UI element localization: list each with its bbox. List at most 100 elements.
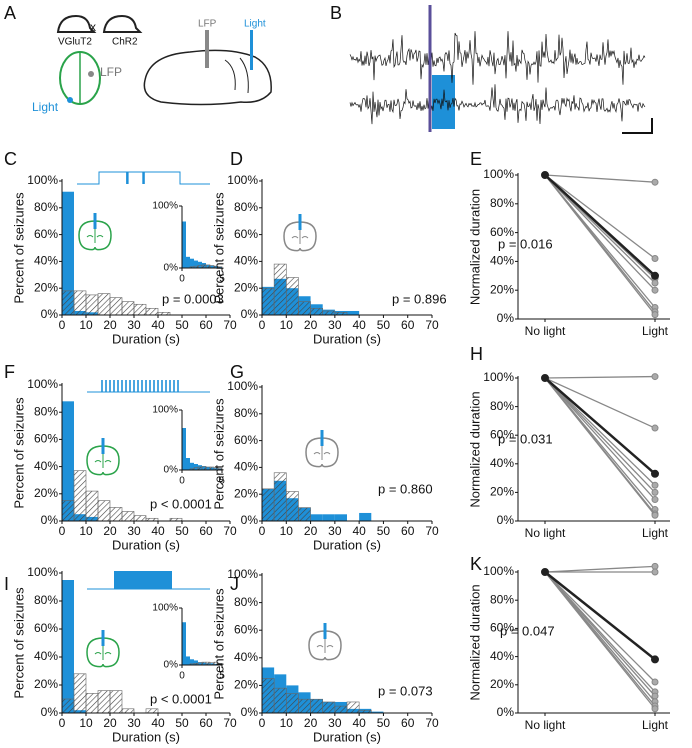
x-tick-label: 0	[59, 716, 66, 730]
y-axis-title: Percent of seizures	[211, 588, 226, 700]
stimulus-block	[114, 571, 172, 589]
bar	[186, 656, 190, 665]
x-tick-label: 20	[103, 318, 117, 332]
subject-point	[651, 481, 659, 489]
x-tick-label: 30	[328, 318, 342, 332]
y-tick-label: 0%	[164, 660, 179, 671]
x-tick-label: Light	[642, 718, 669, 732]
x-tick-label: 0	[179, 476, 185, 487]
y-tick-label: 0%	[164, 263, 179, 274]
x-tick-label: 20	[304, 524, 318, 538]
y-tick-label: 40%	[34, 649, 58, 663]
x-tick-label: 5	[219, 274, 225, 285]
x-tick-label: Light	[642, 324, 669, 338]
x-tick-label: 70	[425, 524, 439, 538]
lfp-label: LFP	[198, 19, 217, 30]
y-tick-label: 100%	[483, 167, 514, 181]
cross: x	[90, 20, 96, 34]
panel-letter: J	[230, 574, 239, 594]
x-tick-label: 5	[219, 671, 225, 682]
y-tick-label: 20%	[234, 486, 258, 500]
x-axis-title: Duration (s)	[112, 729, 180, 744]
subject-line	[544, 174, 656, 291]
y-tick-label: 40%	[234, 460, 258, 474]
subject-point	[651, 178, 659, 186]
y-tick-label: 20%	[490, 282, 514, 296]
panel-letter: F	[4, 362, 15, 382]
hatched-bar	[121, 511, 135, 522]
optic-fiber	[323, 623, 327, 639]
y-tick-label: 0%	[164, 465, 179, 476]
x-tick-label: 10	[79, 716, 93, 730]
hatched-bar	[73, 470, 87, 522]
hatched-bar	[273, 263, 287, 316]
hatched-bar	[201, 466, 207, 471]
x-tick-label: 60	[199, 716, 213, 730]
y-tick-label: 80%	[490, 399, 514, 413]
subject-point	[651, 496, 659, 504]
y-tick-label: 100%	[227, 379, 258, 393]
y-tick-label: 20%	[490, 677, 514, 691]
x-tick-label: 20	[103, 716, 117, 730]
x-tick-label: No light	[525, 324, 566, 338]
hatched-bar	[97, 500, 111, 522]
subject-point	[651, 373, 659, 381]
hatched-bar	[109, 297, 123, 316]
optic-fiber	[298, 214, 302, 230]
subject-point	[651, 311, 659, 319]
top-brain	[59, 51, 101, 105]
hatched-bar	[97, 293, 111, 316]
panel-letter: B	[330, 3, 342, 23]
hatched-bar	[133, 303, 147, 316]
bar	[190, 659, 194, 665]
subject-point	[651, 279, 659, 287]
hatched-bar	[109, 690, 123, 714]
p-value: p = 0.073	[378, 683, 433, 698]
p-value: p = 0.896	[392, 291, 447, 306]
y-tick-label: 80%	[34, 200, 58, 214]
hatched-bar	[273, 472, 287, 522]
y-tick-label: 20%	[234, 678, 258, 692]
subject-point	[651, 511, 659, 519]
subject-point	[651, 469, 659, 478]
x-tick-label: 50	[377, 318, 391, 332]
y-tick-label: 20%	[234, 280, 258, 294]
y-tick-label: 60%	[34, 227, 58, 241]
brain-icon	[283, 214, 317, 252]
subject-point	[651, 255, 659, 263]
hatched-bar	[85, 693, 99, 714]
hatched-bar	[73, 673, 87, 714]
panel-letter: H	[470, 344, 483, 364]
x-tick-label: 50	[175, 318, 189, 332]
subject-point	[651, 568, 659, 576]
mouse-label: VGluT2	[58, 37, 92, 48]
x-tick-label: 70	[223, 318, 237, 332]
inset-bg	[152, 602, 228, 685]
y-tick-label: 0%	[241, 513, 259, 527]
x-tick-label: 10	[280, 318, 294, 332]
hatched-bar	[85, 490, 99, 522]
y-tick-label: 60%	[490, 621, 514, 635]
panel-letter: E	[470, 149, 482, 169]
light-label: Light	[244, 19, 266, 30]
y-tick-label: 100%	[27, 377, 58, 391]
y-tick-label: 60%	[234, 622, 258, 636]
y-tick-label: 60%	[234, 433, 258, 447]
p-value: p < 0.0001	[150, 691, 212, 706]
y-axis-title: Percent of seizures	[211, 192, 226, 304]
x-tick-label: 30	[127, 318, 141, 332]
mouse-icons	[56, 14, 143, 33]
y-tick-label: 60%	[490, 225, 514, 239]
y-tick-label: 0%	[497, 311, 515, 325]
y-tick-label: 100%	[227, 567, 258, 581]
subject-line	[544, 174, 656, 183]
mouse-label: ChR2	[112, 37, 138, 48]
p-value: p = 0.031	[498, 431, 553, 446]
x-tick-label: 70	[223, 524, 237, 538]
x-tick-label: 50	[377, 716, 391, 730]
hatched-bar	[61, 698, 75, 714]
x-tick-label: 0	[179, 274, 185, 285]
hatched-bar	[261, 488, 275, 522]
x-tick-label: 20	[103, 524, 117, 538]
x-tick-label: No light	[525, 718, 566, 732]
